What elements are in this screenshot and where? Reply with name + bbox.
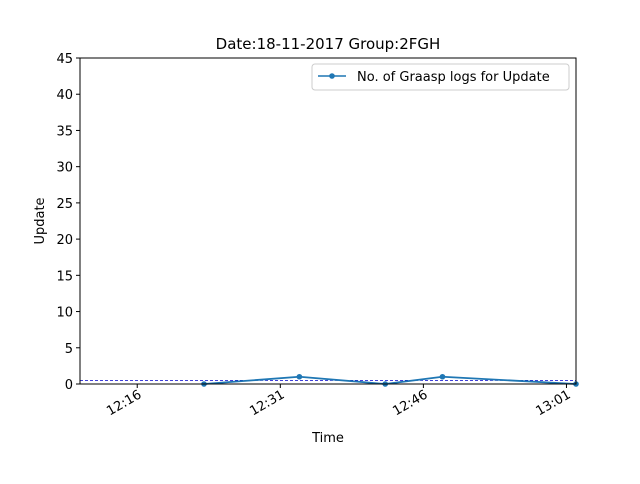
y-tick-label: 20 [56,233,73,248]
y-tick-label: 45 [56,52,73,67]
legend: No. of Graasp logs for Update [311,63,570,91]
legend-entry-label: No. of Graasp logs for Update [357,70,550,85]
y-tick-label: 30 [56,161,73,176]
legend-frame [311,63,570,91]
y-tick-label: 5 [65,342,73,357]
y-tick-label: 0 [65,378,73,393]
y-axis-label: Update [33,197,48,244]
data-point [296,373,303,380]
axes-frame [79,57,577,385]
y-tick-label: 25 [56,197,73,212]
y-tick-label: 40 [56,88,73,103]
data-point [439,373,446,380]
chart-title: Date:18-11-2017 Group:2FGH [216,35,441,53]
legend-marker-swatch [329,73,335,79]
y-tick-label: 10 [56,306,73,321]
x-axis-label: Time [311,431,344,446]
y-tick-label: 35 [56,124,73,139]
y-tick-label: 15 [56,269,73,284]
